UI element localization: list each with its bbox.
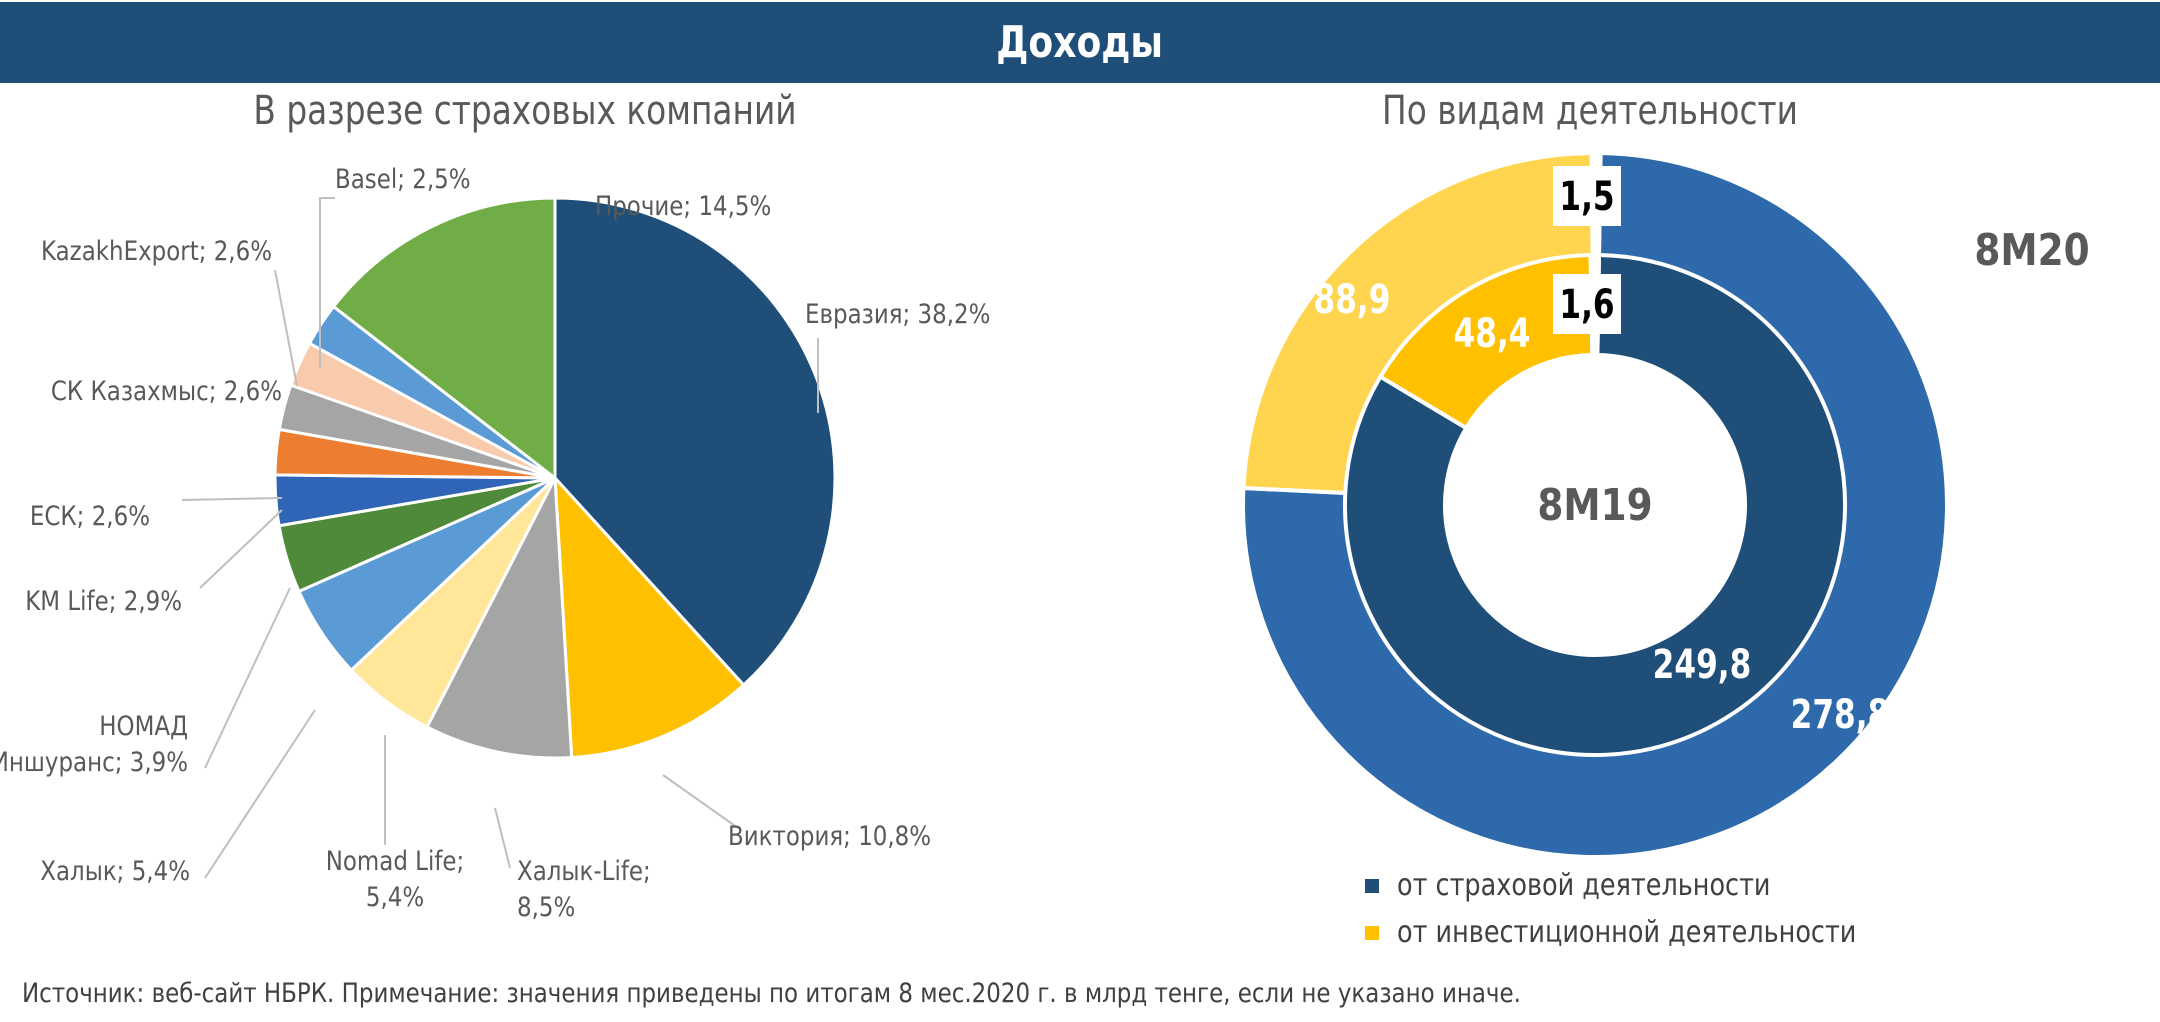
pie-label-евразия: Евразия; 38,2%: [805, 298, 990, 329]
donut-value-outer-insurance: 278,8: [1791, 692, 1890, 738]
pie-leader-line: [494, 807, 511, 869]
pie-chart-title: В разрезе страховых компаний: [253, 88, 797, 134]
pie-label-прочие: Прочие; 14,5%: [595, 190, 771, 221]
pie-leader-line: [274, 269, 298, 387]
header-bar: Доходы: [0, 2, 2160, 83]
pie-leader-line: [319, 197, 335, 368]
pie-chart: Евразия; 38,2% Виктория; 10,8% Халык-Life;…: [0, 163, 990, 922]
pie-label-nomad-life: Nomad Life; 5,4%: [326, 845, 465, 912]
donut-value-outer-other: 1,5: [1559, 174, 1614, 220]
pie-slice-евразия: [553, 196, 837, 688]
pie-leader-line: [181, 497, 283, 501]
pie-label-ск-казахмыс: СК Казахмыс; 2,6%: [51, 375, 282, 406]
donut-value-inner-other: 1,6: [1559, 282, 1614, 328]
legend-swatch-insurance: [1365, 878, 1379, 893]
page-title: Доходы: [996, 17, 1164, 68]
pie-label-basel: Basel; 2,5%: [335, 163, 471, 194]
pie-leader-line: [662, 774, 739, 829]
donut-label-box-inner-other: [1553, 274, 1621, 334]
donut-chart-title: По видам деятельности: [1382, 88, 1798, 134]
source-note: Источник: веб-сайт НБРК. Примечание: зна…: [22, 978, 1521, 1009]
donut-value-inner-investment: 48,4: [1454, 311, 1531, 357]
pie-leader-line: [204, 709, 316, 879]
pie-label-номад-иншуранс: НОМАД Иншуранс; 3,9%: [0, 710, 188, 777]
legend-swatch-investment: [1365, 925, 1379, 940]
donut-value-outer-investment: 88,9: [1314, 277, 1391, 323]
donut-ring-label-8m20: 8M20: [1974, 224, 2089, 276]
pie-slice-виктория: [553, 473, 746, 760]
pie-label-виктория: Виктория; 10,8%: [728, 820, 931, 851]
donut-segment-8m19-1: [1377, 253, 1595, 431]
pie-label-kazakhexport: KazakhExport; 2,6%: [41, 235, 272, 266]
pie-label-халык: Халык; 5,4%: [40, 855, 190, 886]
pie-leader-line: [199, 509, 283, 589]
donut-ring-label-8m19: 8M19: [1537, 479, 1652, 531]
pie-leader-line: [204, 587, 291, 769]
legend-item-investment: от инвестиционной деятельности: [1365, 915, 1937, 950]
donut-label-box-outer-other: [1553, 166, 1621, 226]
pie-slice-прочие: [331, 196, 557, 482]
pie-label-еск: ЕСК; 2,6%: [30, 500, 150, 531]
donut-segment-8m19-0: [1343, 252, 1847, 757]
legend-label-insurance: от страховой деятельности: [1397, 868, 1771, 903]
legend-item-insurance: от страховой деятельности: [1365, 868, 1836, 903]
donut-value-inner-insurance: 249,8: [1653, 642, 1752, 688]
pie-label-халык-life: Халык-Life; 8,5%: [517, 855, 651, 922]
pie-label-km-life: KM Life; 2,9%: [25, 585, 182, 616]
legend-label-investment: от инвестиционной деятельности: [1397, 915, 1857, 950]
donut-chart: 278,8 88,9 1,5 249,8 48,4 1,6 8M20 8M19: [1241, 150, 2090, 859]
pie-slice-халык-life: [424, 472, 574, 760]
